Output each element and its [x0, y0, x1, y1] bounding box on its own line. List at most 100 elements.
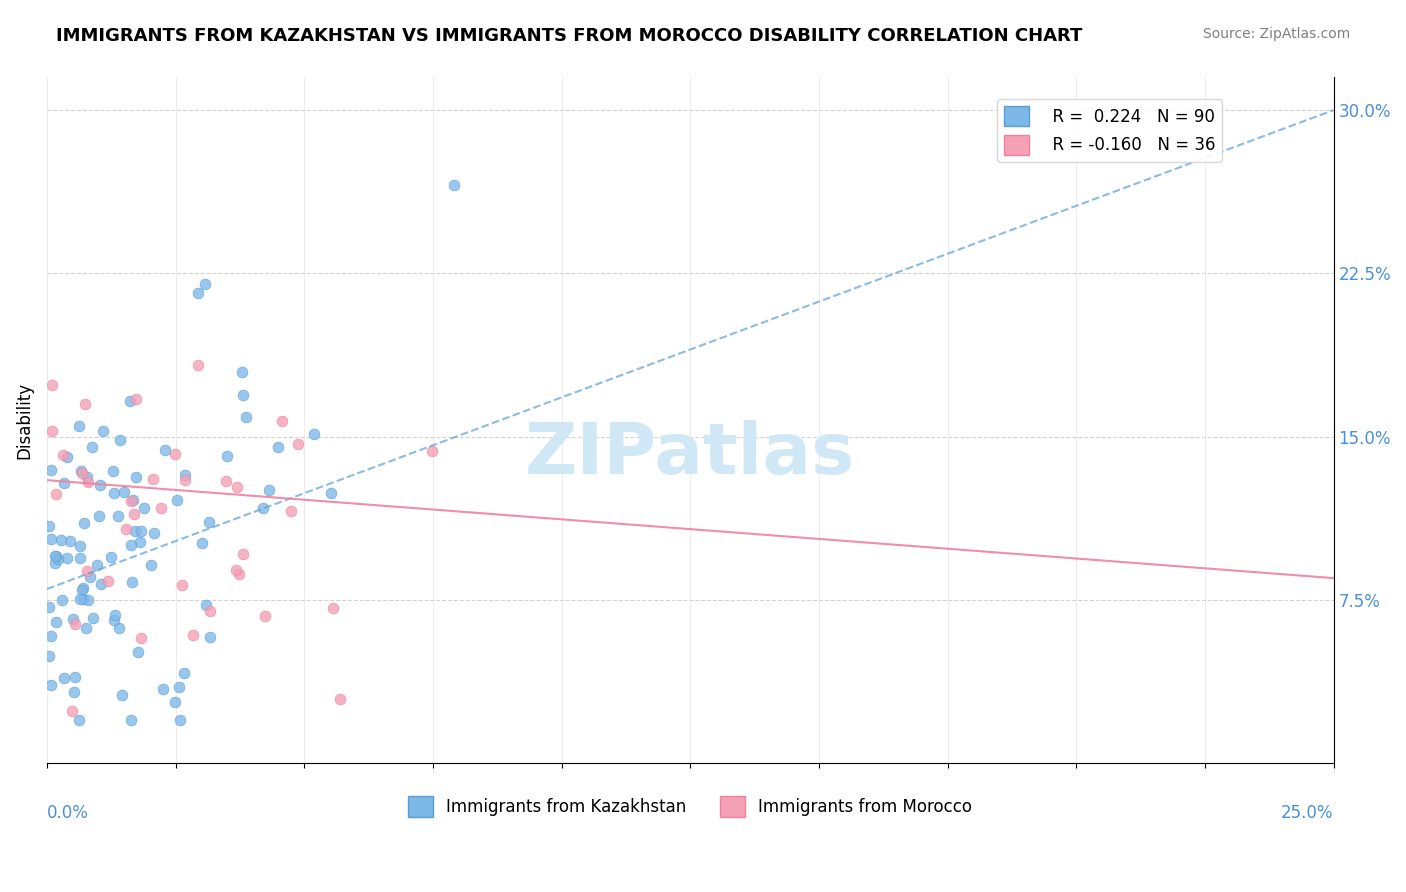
- Point: [122, 507, 145, 521]
- Point: [104, 607, 127, 622]
- Point: [41, 629, 63, 643]
- Point: [420, 444, 443, 458]
- Point: [70, 582, 93, 597]
- Point: [127, 645, 149, 659]
- Point: [173, 467, 195, 482]
- Point: [287, 437, 309, 451]
- Point: [198, 515, 221, 529]
- Point: [59, 534, 82, 549]
- Point: [72, 592, 94, 607]
- Point: [70, 467, 93, 481]
- Point: [173, 665, 195, 680]
- Point: [62, 612, 84, 626]
- Point: [215, 450, 238, 464]
- Point: [56, 551, 79, 566]
- Point: [76, 592, 98, 607]
- Point: [39, 532, 62, 546]
- Point: [150, 500, 173, 515]
- Point: [87, 509, 110, 524]
- Point: [53, 475, 76, 490]
- Point: [271, 414, 294, 428]
- Point: [76, 564, 98, 578]
- Point: [228, 566, 250, 581]
- Point: [90, 577, 112, 591]
- Point: [69, 592, 91, 607]
- Point: [165, 447, 187, 461]
- Point: [69, 550, 91, 565]
- Point: [75, 621, 97, 635]
- Point: [69, 539, 91, 553]
- Point: [319, 486, 342, 500]
- Legend: Immigrants from Kazakhstan, Immigrants from Morocco: Immigrants from Kazakhstan, Immigrants f…: [401, 789, 979, 823]
- Point: [69, 464, 91, 478]
- Point: [252, 501, 274, 516]
- Point: [329, 692, 352, 706]
- Point: [73, 516, 96, 531]
- Point: [304, 427, 326, 442]
- Text: Source: ZipAtlas.com: Source: ZipAtlas.com: [1202, 27, 1350, 41]
- Point: [139, 558, 162, 572]
- Point: [82, 611, 104, 625]
- Text: IMMIGRANTS FROM KAZAKHSTAN VS IMMIGRANTS FROM MOROCCO DISABILITY CORRELATION CHA: IMMIGRANTS FROM KAZAKHSTAN VS IMMIGRANTS…: [56, 27, 1083, 45]
- Point: [107, 508, 129, 523]
- Point: [103, 613, 125, 627]
- Text: ZIPatlas: ZIPatlas: [524, 420, 855, 489]
- Point: [52, 671, 75, 685]
- Point: [231, 365, 253, 379]
- Point: [198, 604, 221, 618]
- Point: [44, 556, 66, 570]
- Point: [45, 615, 67, 630]
- Point: [39, 678, 62, 692]
- Point: [232, 547, 254, 561]
- Point: [60, 705, 83, 719]
- Point: [63, 670, 86, 684]
- Point: [56, 450, 79, 464]
- Point: [52, 448, 75, 462]
- Point: [143, 526, 166, 541]
- Point: [200, 630, 222, 644]
- Point: [129, 534, 152, 549]
- Point: [39, 463, 62, 477]
- Point: [86, 558, 108, 573]
- Point: [49, 533, 72, 547]
- Point: [79, 570, 101, 584]
- Point: [129, 524, 152, 538]
- Point: [62, 685, 84, 699]
- Point: [134, 501, 156, 516]
- Point: [38, 599, 60, 614]
- Point: [73, 396, 96, 410]
- Point: [67, 419, 90, 434]
- Point: [120, 713, 142, 727]
- Point: [232, 388, 254, 402]
- Point: [46, 552, 69, 566]
- Point: [129, 631, 152, 645]
- Point: [124, 392, 146, 407]
- Text: 25.0%: 25.0%: [1281, 804, 1333, 822]
- Point: [257, 483, 280, 498]
- Point: [45, 549, 67, 564]
- Point: [191, 535, 214, 549]
- Point: [169, 713, 191, 727]
- Point: [100, 549, 122, 564]
- Point: [235, 410, 257, 425]
- Point: [38, 649, 60, 664]
- Point: [72, 581, 94, 595]
- Point: [122, 492, 145, 507]
- Point: [103, 486, 125, 500]
- Point: [172, 578, 194, 592]
- Point: [108, 621, 131, 635]
- Point: [280, 503, 302, 517]
- Point: [63, 616, 86, 631]
- Point: [51, 592, 73, 607]
- Point: [166, 493, 188, 508]
- Point: [103, 464, 125, 478]
- Point: [253, 608, 276, 623]
- Point: [194, 277, 217, 292]
- Point: [110, 433, 132, 447]
- Point: [225, 480, 247, 494]
- Point: [225, 563, 247, 577]
- Point: [115, 523, 138, 537]
- Point: [152, 681, 174, 696]
- Point: [142, 472, 165, 486]
- Text: 0.0%: 0.0%: [46, 804, 89, 822]
